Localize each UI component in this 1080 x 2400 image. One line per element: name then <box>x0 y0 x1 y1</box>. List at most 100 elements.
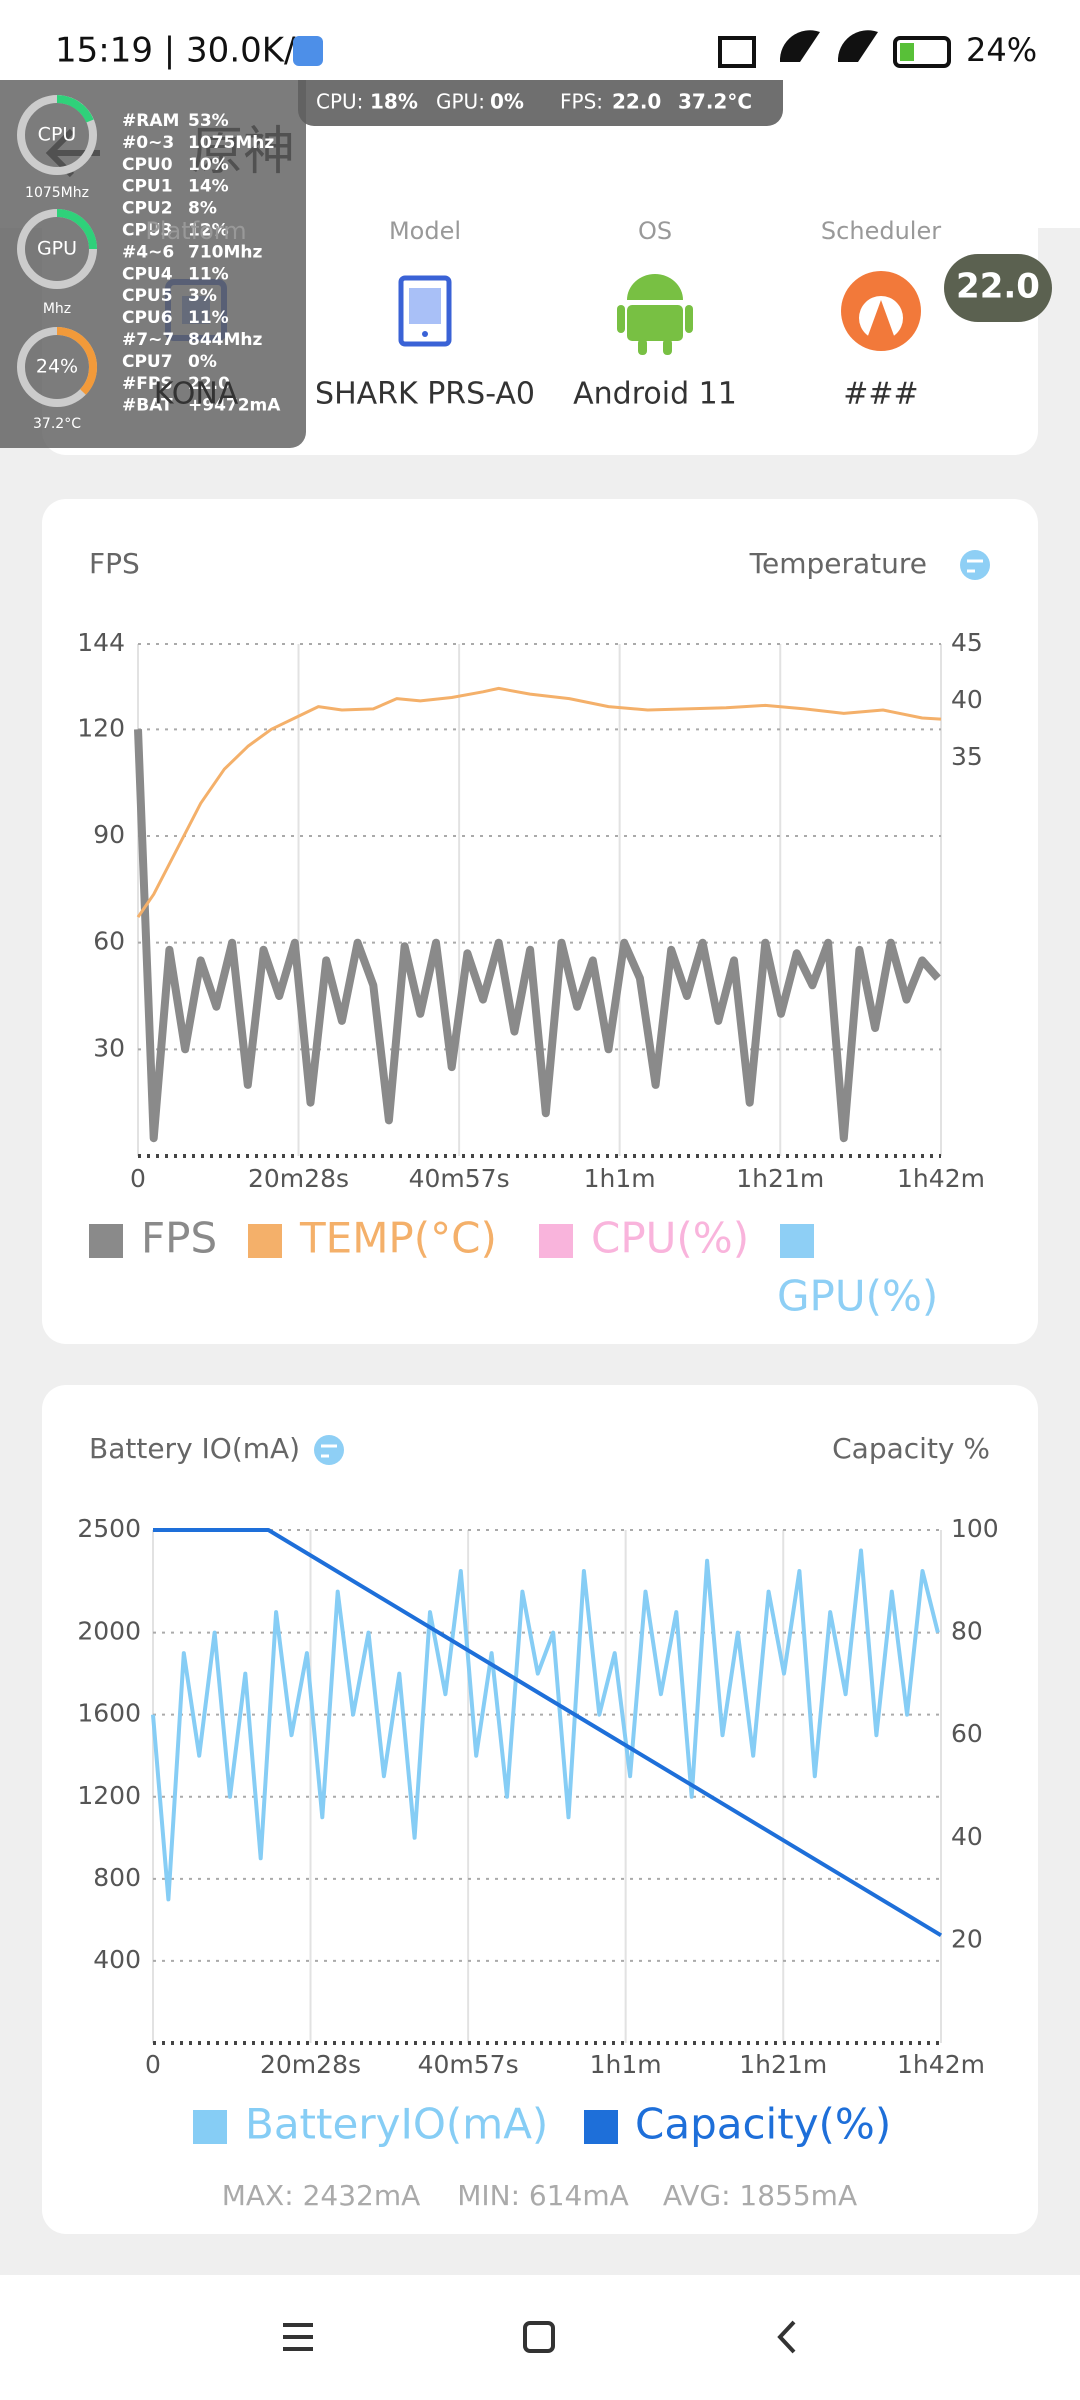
y2-tick-label: 40 <box>951 685 983 714</box>
overlay-value: 18% <box>370 90 418 114</box>
overlay-line-key: CPU7 <box>122 352 173 372</box>
overlay-bar-texts: CPU: 18% GPU: 0% FPS: 22.0 37.2°C <box>316 90 752 114</box>
overlay-line-key: CPU3 <box>122 221 173 241</box>
y-tick-label: 90 <box>93 820 125 849</box>
status-icons <box>718 30 951 68</box>
swap-arrows <box>321 1444 337 1458</box>
swap-arrows <box>967 559 983 573</box>
y2-axis-label: Capacity % <box>832 1432 990 1465</box>
overlay-line-value: 11% <box>188 308 229 328</box>
overlay-line-value: 22.0 <box>188 374 230 394</box>
y-axis-label: FPS <box>89 547 140 580</box>
y-tick-label: 2000 <box>77 1617 141 1646</box>
y2-tick-label: 80 <box>951 1617 983 1646</box>
stat: AVG: 1855mA <box>663 2179 857 2212</box>
y-tick-label: 400 <box>93 1945 141 1974</box>
chart-card <box>42 1385 1038 2234</box>
x-tick-label: 1h21m <box>739 2050 827 2079</box>
overlay-line-value: 8% <box>188 199 217 219</box>
overlay-panel <box>0 80 306 448</box>
nav-back[interactable] <box>777 2320 796 2354</box>
x-tick-label: 20m28s <box>248 1164 349 1193</box>
x-tick-label: 0 <box>130 1164 146 1193</box>
battery-icon <box>893 36 951 68</box>
y2-tick-label: 60 <box>951 1719 983 1748</box>
wifi-icon <box>837 30 878 62</box>
legend-label: GPU(%) <box>777 1272 938 1321</box>
series-line <box>136 686 942 918</box>
device-value: ### <box>843 377 918 412</box>
legend-swatch <box>780 1224 814 1258</box>
android-arm <box>617 305 625 333</box>
y2-tick-label: 45 <box>951 628 983 657</box>
charts: FPS Temperature 0 20m28s 40m57s 1h1m 1h21m 1h42… <box>77 547 998 2149</box>
swap-icon[interactable] <box>314 1435 344 1465</box>
x-tick-label: 1h42m <box>897 2050 985 2079</box>
overlay-line-value: 10% <box>188 155 229 175</box>
overlay-line-key: CPU1 <box>122 177 173 197</box>
y2-tick-label: 40 <box>951 1822 983 1851</box>
swap-icon[interactable] <box>960 550 990 580</box>
legend-label: FPS <box>141 1214 217 1263</box>
nav-bar <box>0 2275 1080 2400</box>
overlay-bar <box>298 80 783 126</box>
series-line <box>134 729 941 1143</box>
series-line <box>151 1548 940 1902</box>
overlay-line-key: #RAM <box>122 111 179 131</box>
x-tick-label: 40m57s <box>418 2050 519 2079</box>
x-tick-label: 40m57s <box>409 1164 510 1193</box>
gauges: CPU 1075Mhz GPU Mhz 24% 37.2°C <box>17 95 98 432</box>
device-label: Platform <box>145 217 246 245</box>
battery-stats: MAX: 2432mA MIN: 614mA AVG: 1855mA <box>222 2179 857 2212</box>
overlay-line-key: CPU2 <box>122 199 173 219</box>
stat: MIN: 614mA <box>457 2179 629 2212</box>
legend-swatch <box>193 2110 227 2144</box>
overlay-line-key: #7~7 <box>122 330 174 350</box>
overlay-line-key: CPU5 <box>122 286 173 306</box>
gauge-sub: 1075Mhz <box>25 185 89 201</box>
overlay-line-value: +9472mA <box>188 396 281 416</box>
legend-swatch <box>89 1224 123 1258</box>
android-arm <box>685 305 693 333</box>
y-tick-label: 1600 <box>77 1699 141 1728</box>
overlay-value: 0% <box>490 90 524 114</box>
gauge-arc <box>56 327 98 395</box>
battery-level <box>900 43 914 61</box>
overlay-line-value: 53% <box>188 111 229 131</box>
overlay-line-key: CPU0 <box>122 155 173 175</box>
device-label: Model <box>389 217 461 245</box>
overlay-label: CPU: <box>316 90 363 114</box>
scheduler-flame <box>865 300 897 344</box>
overlay-value: 37.2°C <box>678 90 752 114</box>
legend-swatch <box>584 2110 618 2144</box>
legend-swatch <box>539 1224 573 1258</box>
nav-home[interactable] <box>523 2321 555 2353</box>
x-tick-label: 1h21m <box>736 1164 824 1193</box>
gauge-sub: 37.2°C <box>33 416 81 432</box>
gauge-arc <box>56 95 94 123</box>
gauge-arc <box>56 209 97 250</box>
overlay-label: GPU: <box>436 90 485 114</box>
device-value: Android 11 <box>573 377 737 412</box>
overlay-line-value: 0% <box>188 352 217 372</box>
device-value: SHARK PRS-A0 <box>315 377 535 412</box>
overlay-line-value: 710Mhz <box>188 242 263 262</box>
gauge-label: GPU <box>37 238 77 260</box>
overlay-line-value: 844Mhz <box>188 330 263 350</box>
x-tick-label: 1h42m <box>897 1164 985 1193</box>
y-tick-label: 120 <box>77 713 125 742</box>
y-tick-label: 800 <box>93 1863 141 1892</box>
android-head <box>627 274 683 300</box>
legend-label: TEMP(°C) <box>299 1214 497 1263</box>
legend-label: BatteryIO(mA) <box>245 2100 548 2149</box>
overlay-line-key: CPU4 <box>122 264 173 284</box>
overlay-value: 22.0 <box>612 90 661 114</box>
nav-menu[interactable] <box>283 2323 313 2351</box>
y-tick-label: 2500 <box>77 1514 141 1543</box>
overlay-line-key: #FPS <box>122 374 173 394</box>
y2-tick-label: 100 <box>951 1514 999 1543</box>
overlay-line-key: #4~6 <box>122 242 174 262</box>
series-line <box>153 1528 943 1938</box>
device-value: KONA <box>154 377 239 412</box>
